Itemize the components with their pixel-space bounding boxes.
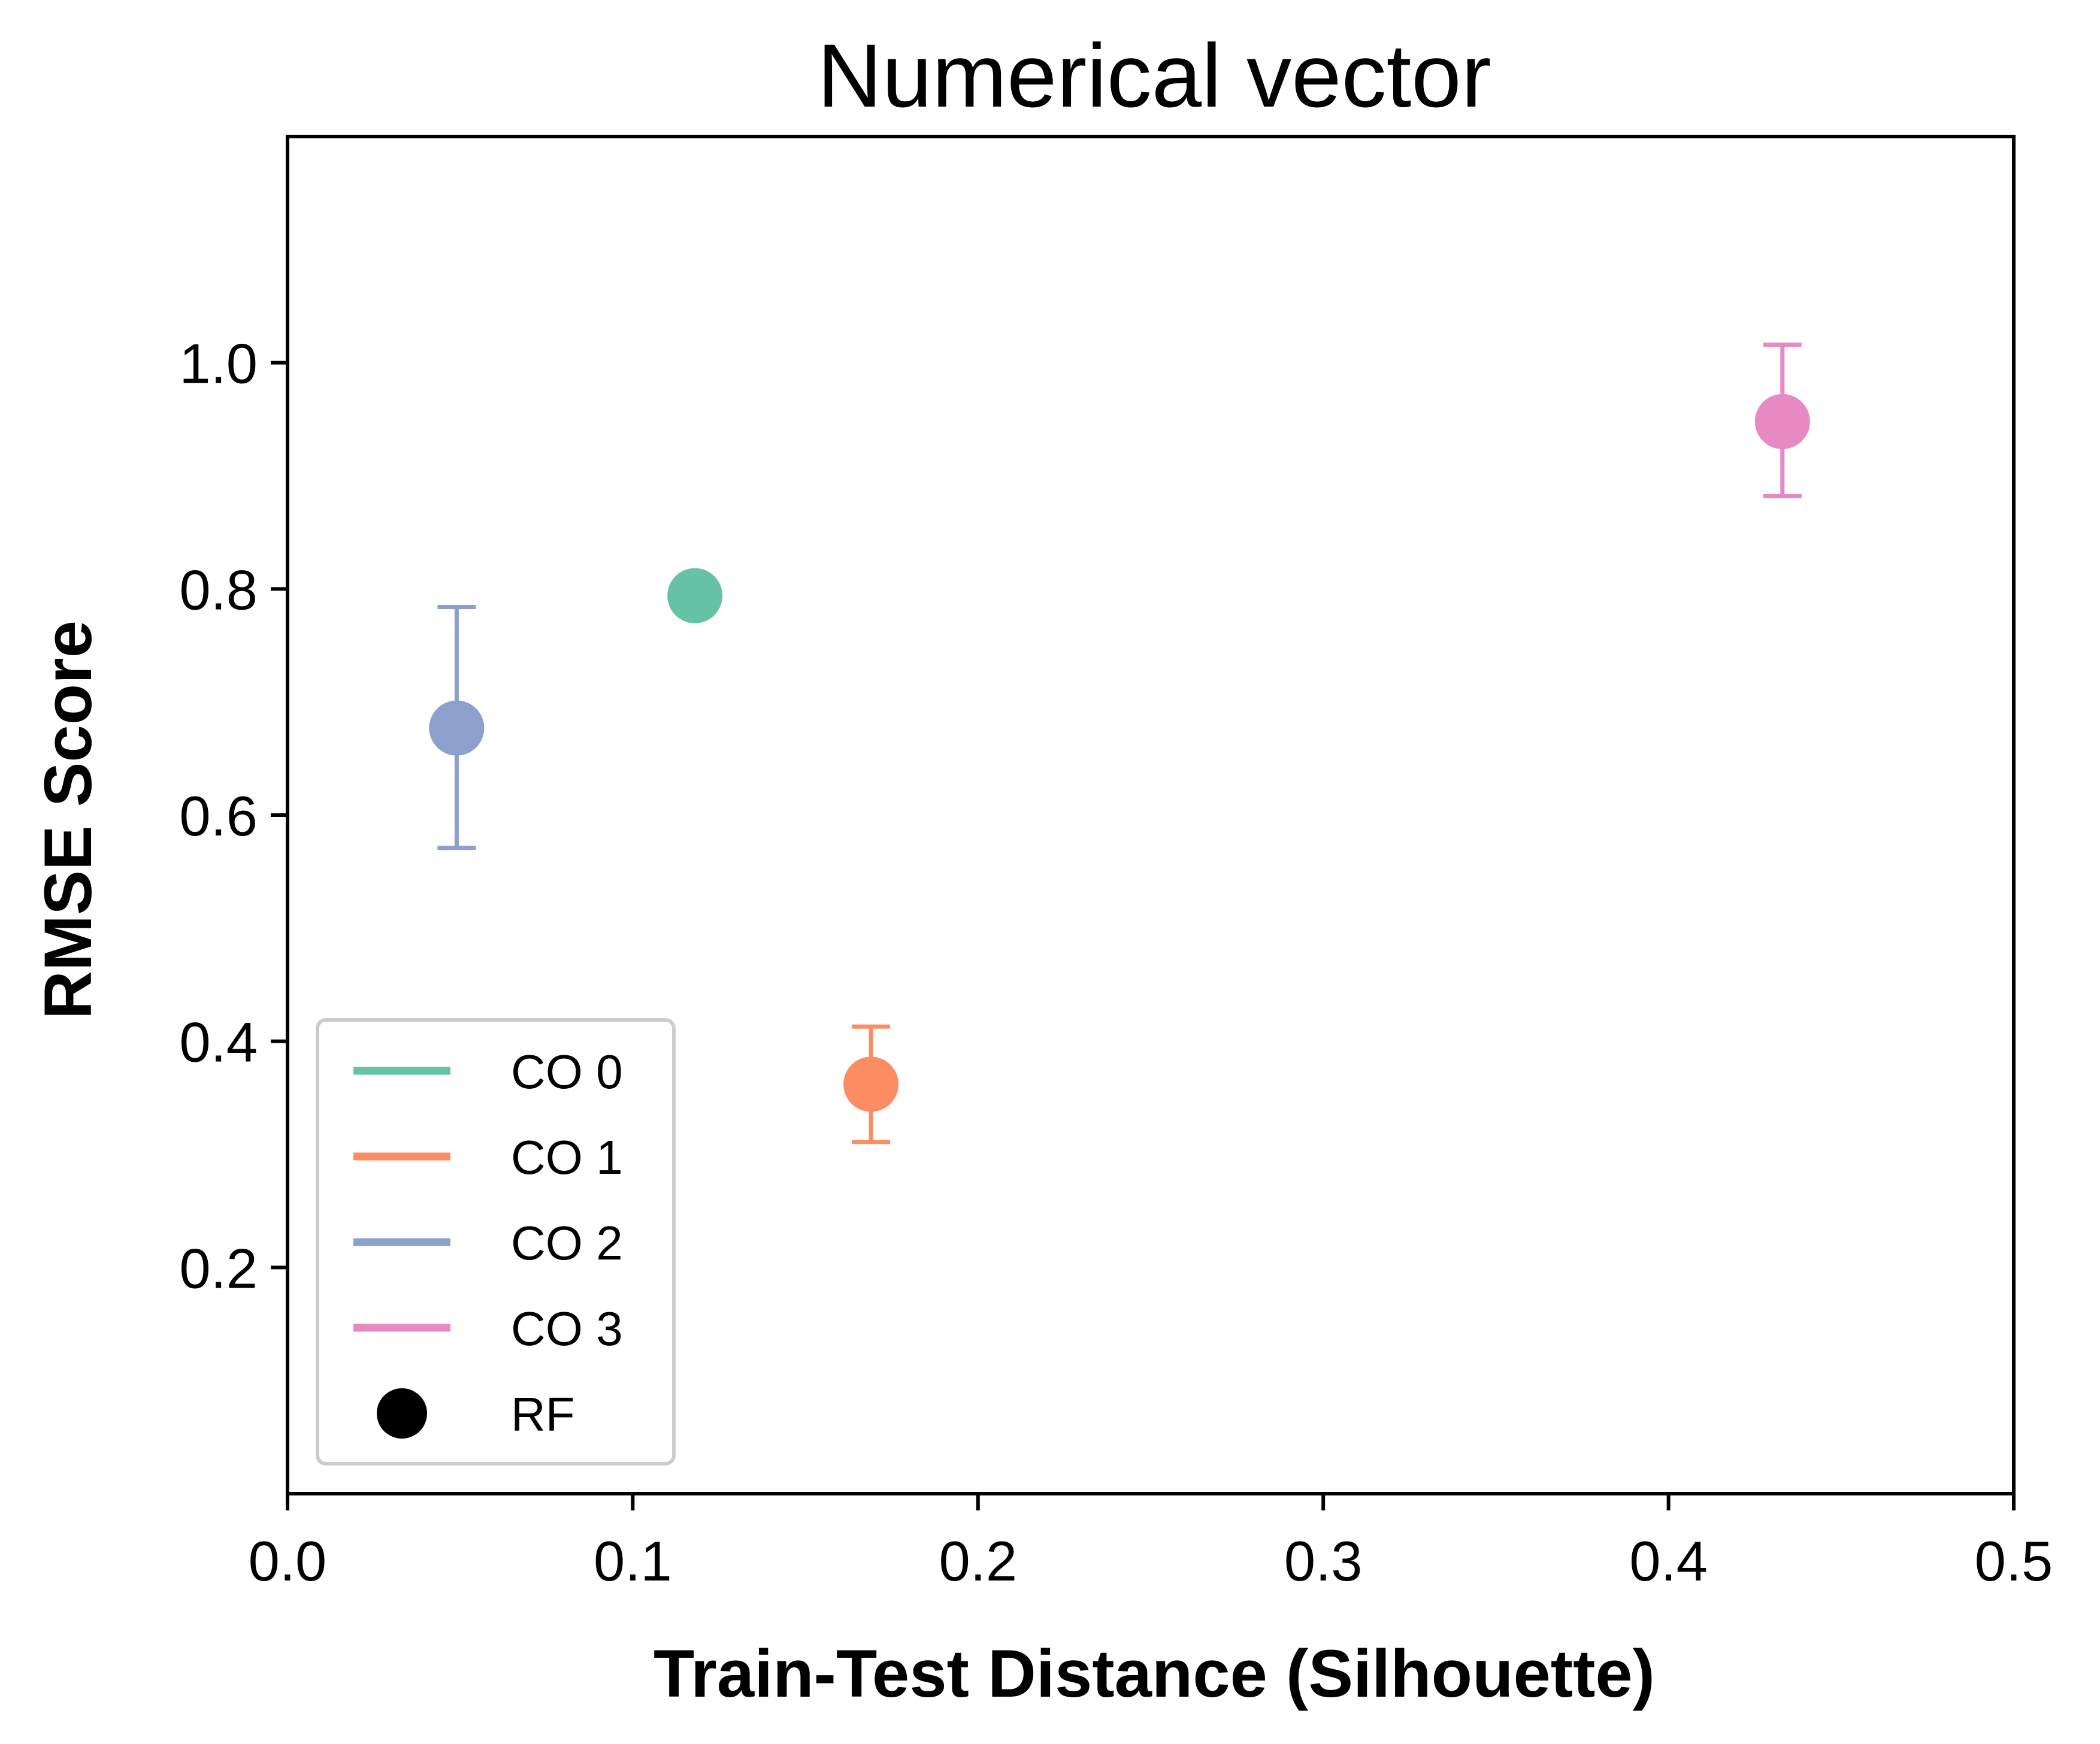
y-tick-label: 0.2 [179,1237,258,1300]
x-tick-label: 0.5 [1975,1530,2053,1592]
x-tick-label: 0.2 [939,1530,1017,1592]
x-axis-label: Train-Test Distance (Silhouette) [653,1636,1655,1711]
legend-label: CO 3 [511,1302,623,1355]
legend-label: CO 1 [511,1131,623,1184]
x-axis-ticks: 0.0 0.1 0.2 0.3 0.4 0.5 [249,1494,2053,1592]
chart-title: Numerical vector [817,25,1491,126]
series-co-3 [1754,342,1810,498]
x-tick-label: 0.3 [1284,1530,1363,1592]
legend-frame [316,1018,676,1466]
data-point [1754,393,1810,449]
legend-label: CO 0 [511,1045,623,1098]
legend-label: RF [511,1388,575,1441]
series-co-1 [843,1024,899,1144]
y-tick-label: 0.4 [179,1011,258,1074]
series-co-2 [429,605,485,850]
series-co-0 [667,568,723,623]
y-tick-label: 0.6 [179,785,258,847]
y-tick-label: 0.8 [179,558,258,621]
x-tick-label: 0.4 [1629,1530,1708,1592]
data-point [843,1056,899,1112]
x-tick-label: 0.0 [249,1530,327,1592]
data-point [429,700,485,756]
legend: CO 0 CO 1 CO 2 CO 3 RF [316,1018,676,1466]
legend-marker-rf [377,1388,427,1439]
y-axis-ticks: 0.2 0.4 0.6 0.8 1.0 [179,332,288,1300]
series-marks [429,342,1810,1144]
legend-label: CO 2 [511,1216,623,1270]
y-tick-label: 1.0 [179,332,258,395]
x-tick-label: 0.1 [594,1530,672,1592]
data-point [667,568,723,623]
y-axis-label: RMSE Score [31,620,105,1019]
